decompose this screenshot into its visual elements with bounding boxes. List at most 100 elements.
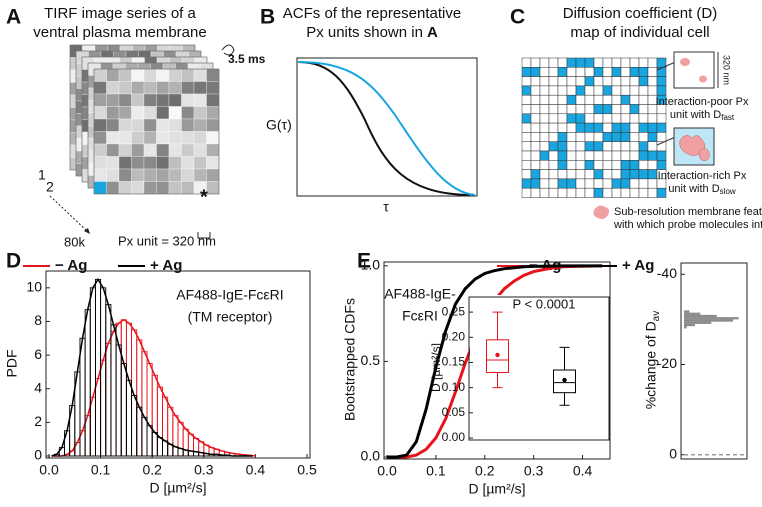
px-unit [530,67,541,77]
px-unit [638,187,649,198]
px-unit [638,104,649,115]
pixel [143,93,157,107]
px-unit [629,57,640,68]
pixel [168,81,182,95]
px-unit [530,76,541,87]
px-unit [575,150,586,161]
pixel [168,168,182,182]
px-unit [566,122,577,133]
px-unit [584,85,595,96]
y-tick-label: 0.0 [361,448,381,464]
bar [110,324,117,457]
bar [151,432,158,457]
px-unit [575,132,586,142]
pixel [93,143,107,157]
pixel [181,143,195,157]
pixel [131,131,145,145]
px-unit [656,57,667,68]
legend-label: − Ag [55,257,87,274]
pixel [193,168,207,182]
px-unit [638,141,649,152]
px-unit [521,57,532,68]
px-unit [602,169,613,180]
px-unit [539,141,550,152]
px-unit [548,132,559,142]
plot-frame [383,261,611,460]
px-unit [584,187,595,198]
px-unit [539,113,550,124]
px-unit [602,150,613,161]
pixel [193,143,207,157]
pixel [156,131,170,145]
px-unit [638,122,649,133]
px-unit [539,132,550,142]
x-tick-label: 0.1 [91,462,111,478]
px-unit [548,113,559,124]
px-unit [611,57,622,68]
pixel [93,93,107,107]
x-tick-label: 0.3 [194,462,214,478]
pixel [181,168,195,182]
y-axis-label: Bootstrapped CDFs [342,298,358,421]
px-unit [539,187,550,198]
px-unit [575,94,586,105]
px-unit [656,85,667,96]
y-tick-label: 0.25 [442,304,466,318]
px-unit [584,169,595,180]
pixel [118,143,132,157]
px-unit [557,57,568,68]
px-unit [620,150,631,161]
px-unit [620,169,631,180]
pixel [168,68,182,82]
annotation: Interaction-poor Px [656,96,749,108]
px-unit [647,76,658,87]
px-unit [638,57,649,68]
px-unit [647,150,658,161]
inset-title: P < 0.0001 [512,296,575,311]
bar [684,323,695,327]
panel-title: ventral plasma membrane [33,24,206,41]
px-unit [602,132,613,142]
plot-frame [296,57,478,197]
bar [100,359,107,457]
bar [136,406,143,457]
bar [125,322,133,457]
px-unit [647,85,658,96]
pixel [131,81,145,95]
px-unit [620,141,631,152]
px-unit [521,160,532,170]
px-unit [530,104,541,115]
px-unit [638,85,649,96]
px-unit [530,132,541,142]
pixel [206,68,220,82]
pixel [131,181,145,195]
px-unit [611,141,622,152]
px-unit [575,187,586,198]
bar [684,321,712,324]
acf-curve [297,61,471,196]
pixel [118,81,132,95]
px-unit [629,160,640,170]
panel-letter: E [357,250,371,273]
px-unit [548,57,559,68]
px-unit [629,113,640,124]
px-unit [593,160,604,170]
px-unit [602,104,613,115]
pixel [206,131,220,145]
bar [193,437,200,457]
px-unit [521,122,532,133]
pixel [193,106,207,120]
px-unit [611,67,622,77]
px-unit [566,76,577,87]
bar [120,319,127,457]
pixel [118,131,132,145]
pixel [168,106,182,120]
x-axis-label: D [µm²/s] [149,480,206,496]
pixel [143,106,157,120]
px-unit [602,67,613,77]
x-tick-label: 0.2 [142,462,162,478]
px-unit [593,122,604,133]
px-unit [611,76,622,87]
x-tick-label: 0.5 [297,462,317,478]
y-tick-label: 6 [34,346,42,362]
